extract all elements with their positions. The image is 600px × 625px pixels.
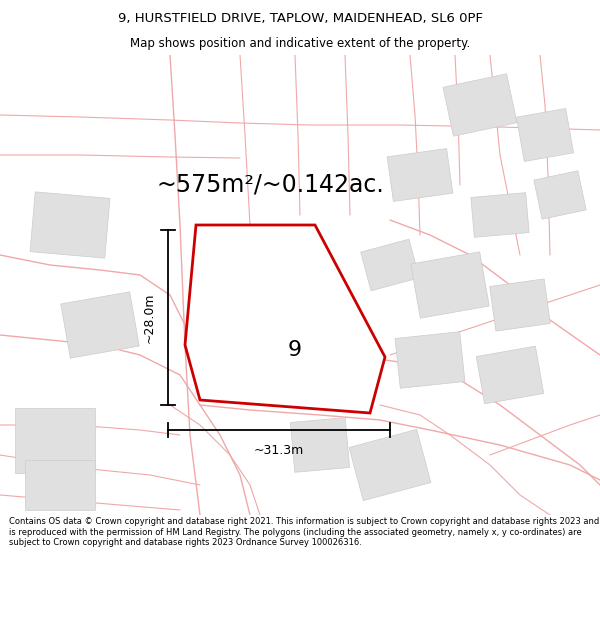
- Text: 9, HURSTFIELD DRIVE, TAPLOW, MAIDENHEAD, SL6 0PF: 9, HURSTFIELD DRIVE, TAPLOW, MAIDENHEAD,…: [118, 12, 482, 25]
- Text: 9: 9: [288, 340, 302, 360]
- Text: Contains OS data © Crown copyright and database right 2021. This information is : Contains OS data © Crown copyright and d…: [9, 518, 599, 547]
- Bar: [534, 171, 586, 219]
- Bar: [361, 239, 419, 291]
- Bar: [15, 408, 95, 472]
- Bar: [61, 292, 139, 358]
- Bar: [411, 252, 489, 318]
- Bar: [490, 279, 550, 331]
- Bar: [476, 346, 544, 404]
- Polygon shape: [185, 225, 385, 413]
- Bar: [349, 429, 431, 501]
- Bar: [387, 149, 453, 201]
- Text: ~575m²/~0.142ac.: ~575m²/~0.142ac.: [156, 173, 384, 197]
- Bar: [471, 192, 529, 238]
- Bar: [290, 418, 350, 472]
- Bar: [443, 74, 517, 136]
- Bar: [30, 192, 110, 258]
- Bar: [233, 291, 317, 369]
- Bar: [395, 332, 465, 388]
- Text: ~28.0m: ~28.0m: [143, 292, 156, 342]
- Bar: [517, 109, 574, 161]
- Text: Map shows position and indicative extent of the property.: Map shows position and indicative extent…: [130, 38, 470, 51]
- Bar: [25, 460, 95, 510]
- Text: ~31.3m: ~31.3m: [254, 444, 304, 457]
